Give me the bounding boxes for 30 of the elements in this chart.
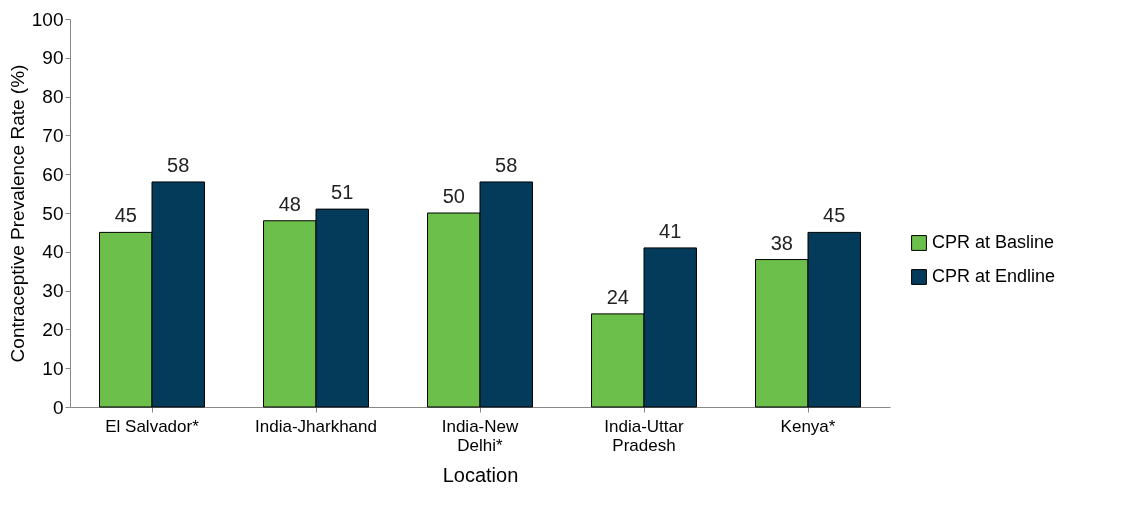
legend-label: CPR at Endline: [932, 266, 1056, 286]
y-tick-label: 50: [42, 202, 64, 224]
y-tick-label: 0: [52, 396, 64, 418]
x-tick-label: India-Uttar Pradesh: [604, 416, 685, 455]
y-tick-label: 70: [42, 124, 64, 146]
y-tick-label: 30: [42, 280, 64, 302]
y-tick-label: 80: [42, 86, 64, 108]
data-label: 45: [114, 204, 137, 227]
y-tick-label: 60: [42, 163, 64, 185]
y-axis-title: Contraceptive Prevalence Rate (%): [6, 64, 28, 363]
data-label: 58: [167, 153, 190, 176]
x-tick-label: Kenya*: [780, 416, 836, 436]
data-label: 51: [331, 181, 354, 204]
legend-label: CPR at Basline: [932, 232, 1055, 252]
data-label: 50: [442, 185, 465, 207]
y-tick-label: 10: [42, 357, 64, 379]
data-label: 41: [659, 219, 682, 242]
x-axis-title: Location: [442, 463, 519, 486]
y-tick-label: 90: [42, 47, 64, 69]
x-tick-label: El Salvador*: [105, 416, 200, 436]
y-tick-label: 100: [31, 8, 64, 30]
data-label: 24: [606, 285, 629, 308]
x-tick-label: India-Jharkhand: [255, 416, 377, 436]
data-label: 45: [823, 204, 846, 227]
data-label: 58: [495, 153, 518, 176]
data-label: 48: [278, 192, 301, 215]
y-tick-label: 20: [42, 318, 64, 340]
data-label: 38: [770, 231, 793, 254]
y-tick-label: 40: [42, 241, 64, 263]
x-tick-label: India-New Delhi*: [441, 416, 519, 455]
